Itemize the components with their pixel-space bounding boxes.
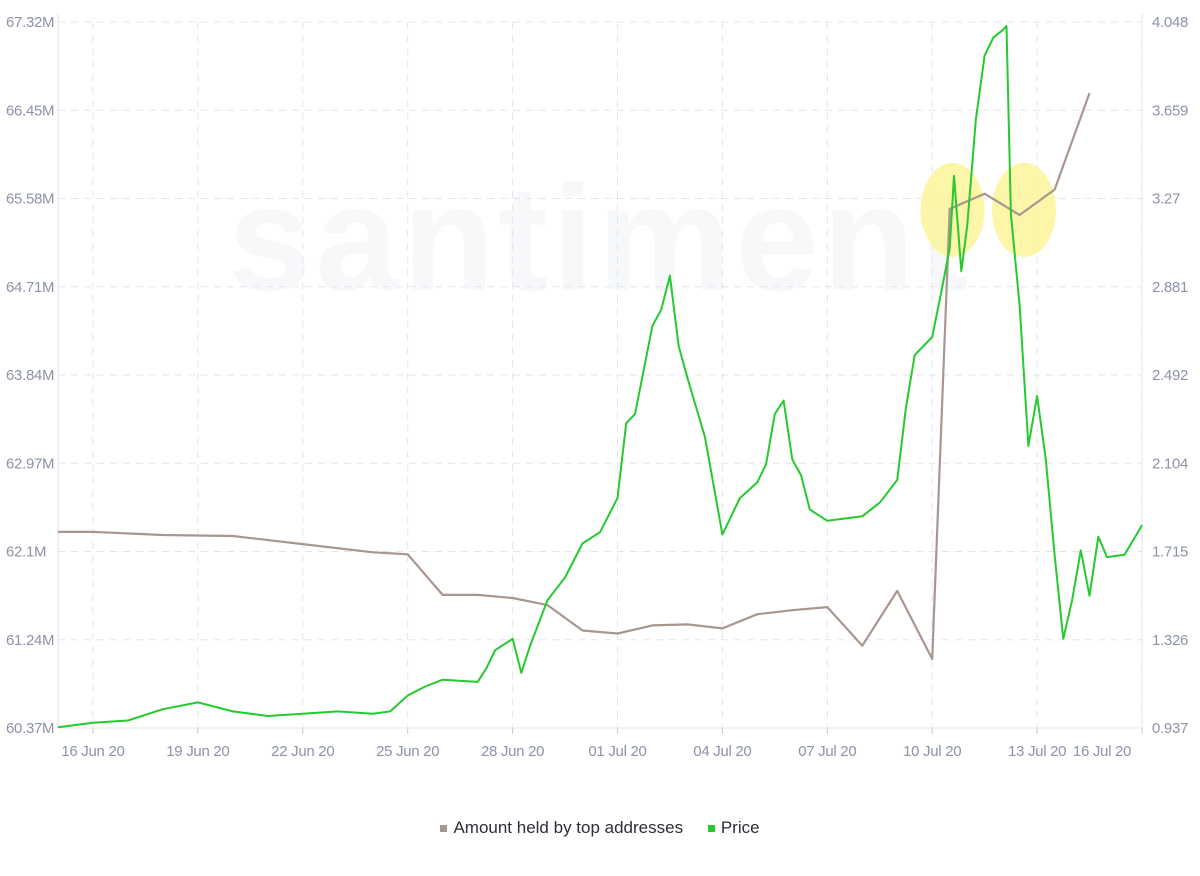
y-right-tick-label: 3.659 xyxy=(1152,102,1188,119)
y-right-tick-label: 3.27 xyxy=(1152,191,1180,208)
x-tick-label: 22 Jun 20 xyxy=(271,743,334,760)
series xyxy=(57,25,1143,729)
y-left-tick-label: 67.32M xyxy=(6,14,54,31)
x-tick-label: 07 Jul 20 xyxy=(798,743,856,760)
watermark: santiment xyxy=(228,154,972,322)
y-left-tick-label: 60.37M xyxy=(6,720,54,737)
x-tick-label: 16 Jul 20 xyxy=(1073,743,1131,760)
grid xyxy=(57,14,1143,734)
y-right-tick-label: 2.104 xyxy=(1152,455,1188,472)
y-left-tick-label: 63.84M xyxy=(6,367,54,384)
x-tick-label: 10 Jul 20 xyxy=(903,743,961,760)
legend-item-holdings[interactable]: Amount held by top addresses xyxy=(440,818,683,838)
legend-label-price: Price xyxy=(720,818,760,837)
legend-item-price[interactable]: Price xyxy=(707,818,760,838)
x-tick-label: 16 Jun 20 xyxy=(61,743,124,760)
y-right-tick-label: 0.937 xyxy=(1152,720,1188,737)
chart: santiment 67.32M 4.048 66.45M 3.659 65.58M 3.… xyxy=(6,14,1188,760)
x-tick-label: 19 Jun 20 xyxy=(166,743,229,760)
highlights xyxy=(920,162,1056,257)
x-tick-label: 13 Jul 20 xyxy=(1008,743,1066,760)
legend: Amount held by top addresses Price xyxy=(0,818,1200,838)
price-line xyxy=(57,25,1143,729)
x-tick-label: 01 Jul 20 xyxy=(588,743,646,760)
tick-labels: 67.32M 4.048 66.45M 3.659 65.58M 3.27 64.71M 2.… xyxy=(6,14,1188,760)
legend-swatch-price xyxy=(707,825,715,833)
x-tick-label: 04 Jul 20 xyxy=(693,743,751,760)
y-left-tick-label: 64.71M xyxy=(6,279,54,296)
y-right-tick-label: 4.048 xyxy=(1152,14,1188,31)
y-left-tick-label: 62.97M xyxy=(6,455,54,472)
x-tick-label: 28 Jun 20 xyxy=(481,743,544,760)
legend-swatch-holdings xyxy=(440,825,448,833)
y-left-tick-label: 61.24M xyxy=(6,632,54,649)
y-left-tick-label: 66.45M xyxy=(6,102,54,119)
y-right-tick-label: 2.881 xyxy=(1152,279,1188,296)
legend-label-holdings: Amount held by top addresses xyxy=(453,818,684,837)
y-right-tick-label: 1.715 xyxy=(1152,544,1188,561)
highlight-circle xyxy=(991,162,1056,257)
holdings-line xyxy=(58,92,1091,660)
y-left-tick-label: 65.58M xyxy=(6,191,54,208)
y-right-tick-label: 1.326 xyxy=(1152,632,1188,649)
x-tick-label: 25 Jun 20 xyxy=(376,743,439,760)
y-right-tick-label: 2.492 xyxy=(1152,367,1188,384)
y-left-tick-label: 62.1M xyxy=(6,544,46,561)
